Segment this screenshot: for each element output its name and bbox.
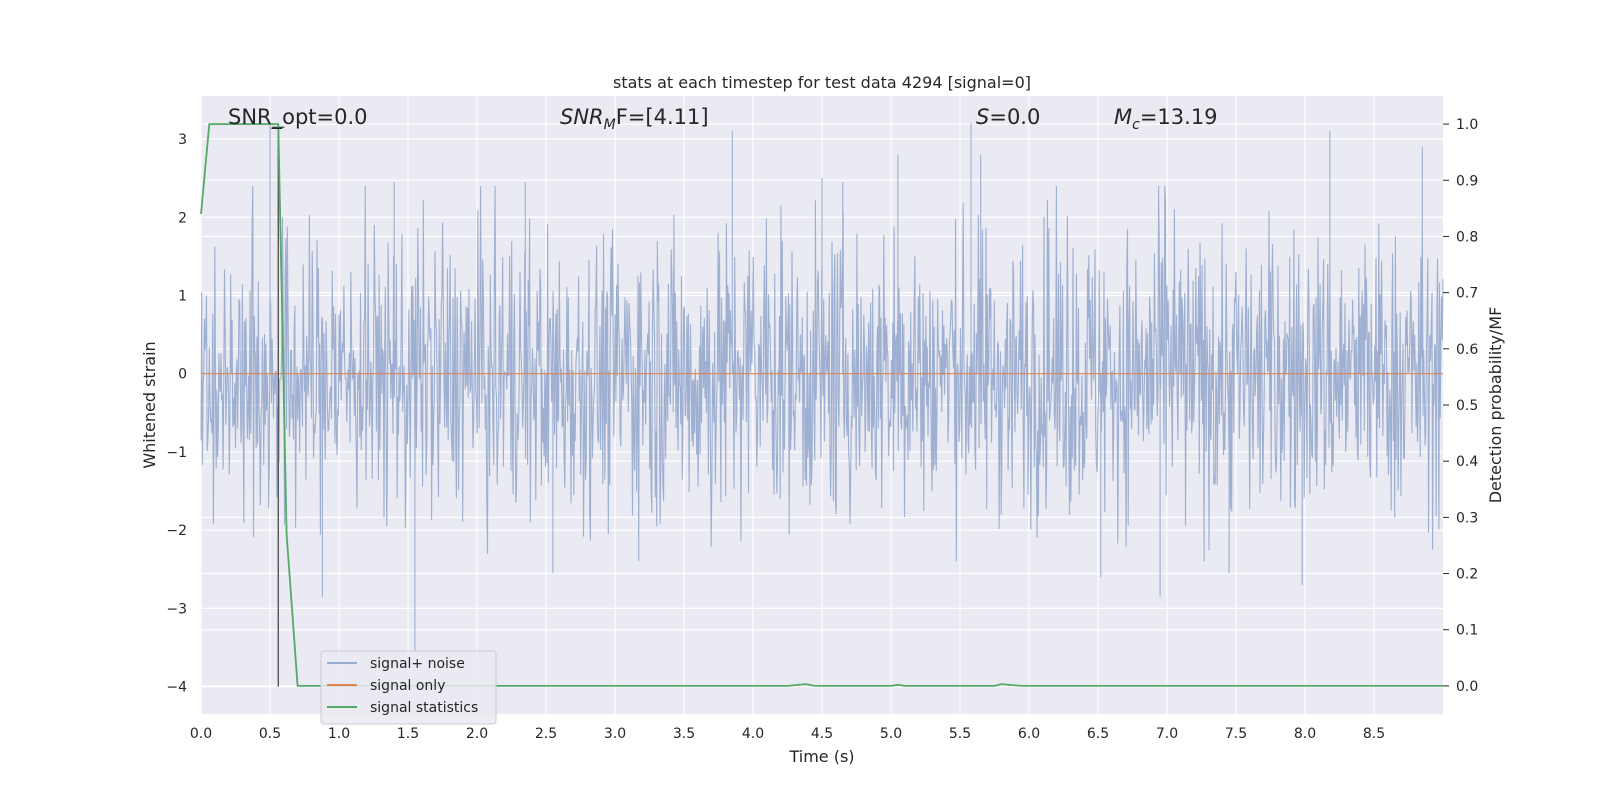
x-tick-label: 7.5 xyxy=(1225,726,1247,742)
x-tick-label: 4.5 xyxy=(811,726,833,742)
snr-mf-main: SNR xyxy=(560,105,604,129)
x-tick-label: 2.5 xyxy=(535,726,557,742)
y-axis-label-left: Whitened strain xyxy=(140,341,159,468)
y-right-tick-label: 0.9 xyxy=(1456,173,1478,189)
y-left-tick-label: 2 xyxy=(178,210,187,226)
legend-label-signal-statistics: signal statistics xyxy=(370,700,478,716)
x-tick-label: 2.0 xyxy=(466,726,488,742)
y-left-tick-label: 0 xyxy=(178,367,187,383)
chart-title: stats at each timestep for test data 429… xyxy=(613,73,1031,92)
annotation-snr-opt: SNR_opt=0.0 xyxy=(228,105,368,130)
x-tick-label: 0.0 xyxy=(190,726,212,742)
y-right-tick-label: 0.8 xyxy=(1456,229,1478,245)
y-left-tick-label: −4 xyxy=(166,680,187,696)
x-tick-label: 6.5 xyxy=(1087,726,1109,742)
snr-mf-sub: M xyxy=(604,117,616,133)
y-right-tick-label: 0.0 xyxy=(1456,679,1478,695)
y-right-tick-label: 0.4 xyxy=(1456,454,1478,470)
x-tick-label: 3.0 xyxy=(604,726,626,742)
legend: signal+ noise signal only signal statist… xyxy=(320,650,497,725)
snr-mf-rest: F=[4.11] xyxy=(616,105,709,129)
x-tick-label: 5.0 xyxy=(880,726,902,742)
y-right-tick-label: 0.1 xyxy=(1456,623,1478,639)
x-tick-label: 0.5 xyxy=(259,726,281,742)
y-right-tick-label: 0.7 xyxy=(1456,286,1478,302)
series-lines xyxy=(200,123,1443,687)
annotation-s: S=0.0 xyxy=(976,105,1040,129)
legend-box xyxy=(320,650,497,725)
mc-main: M xyxy=(1114,105,1132,129)
x-axis-label: Time (s) xyxy=(788,747,854,766)
axes: 0.0 0.5 1.0 1.5 2.0 2.5 3.0 3.5 4.0 4.5 5.0 5.5 6.0 6… xyxy=(166,117,1478,742)
y-left-tick-label: −2 xyxy=(166,523,187,539)
y-right-tick-label: 0.5 xyxy=(1456,398,1478,414)
x-tick-label: 5.5 xyxy=(949,726,971,742)
annotation-snr-mf: SNRMF=[4.11] xyxy=(560,105,709,133)
signal-statistics-line xyxy=(200,123,1443,687)
y-axis-label-right: Detection probability/MF xyxy=(1486,307,1505,504)
legend-label-signal-noise: signal+ noise xyxy=(370,656,465,672)
y-right-tick-label: 1.0 xyxy=(1456,117,1478,133)
x-tick-label: 4.0 xyxy=(742,726,764,742)
x-tick-label: 3.5 xyxy=(673,726,695,742)
s-var: S xyxy=(976,105,989,129)
x-tick-label: 6.0 xyxy=(1018,726,1040,742)
x-tick-label: 8.0 xyxy=(1294,726,1316,742)
legend-label-signal-only: signal only xyxy=(370,678,445,694)
s-rest: =0.0 xyxy=(989,105,1040,129)
x-tick-label: 1.0 xyxy=(328,726,350,742)
x-tick-label: 1.5 xyxy=(397,726,419,742)
mc-rest: =13.19 xyxy=(1140,105,1218,129)
y-right-tick-label: 0.2 xyxy=(1456,567,1478,583)
x-tick-label: 7.0 xyxy=(1156,726,1178,742)
y-right-tick-label: 0.3 xyxy=(1456,510,1478,526)
y-left-tick-label: 1 xyxy=(178,288,187,304)
annotation-mc: Mc=13.19 xyxy=(1114,105,1218,133)
y-left-tick-label: 3 xyxy=(178,132,187,148)
y-left-tick-label: −3 xyxy=(166,601,187,617)
x-tick-label: 8.5 xyxy=(1363,726,1385,742)
y-left-tick-label: −1 xyxy=(166,445,187,461)
y-right-tick-label: 0.6 xyxy=(1456,342,1478,358)
mc-sub: c xyxy=(1132,117,1140,133)
